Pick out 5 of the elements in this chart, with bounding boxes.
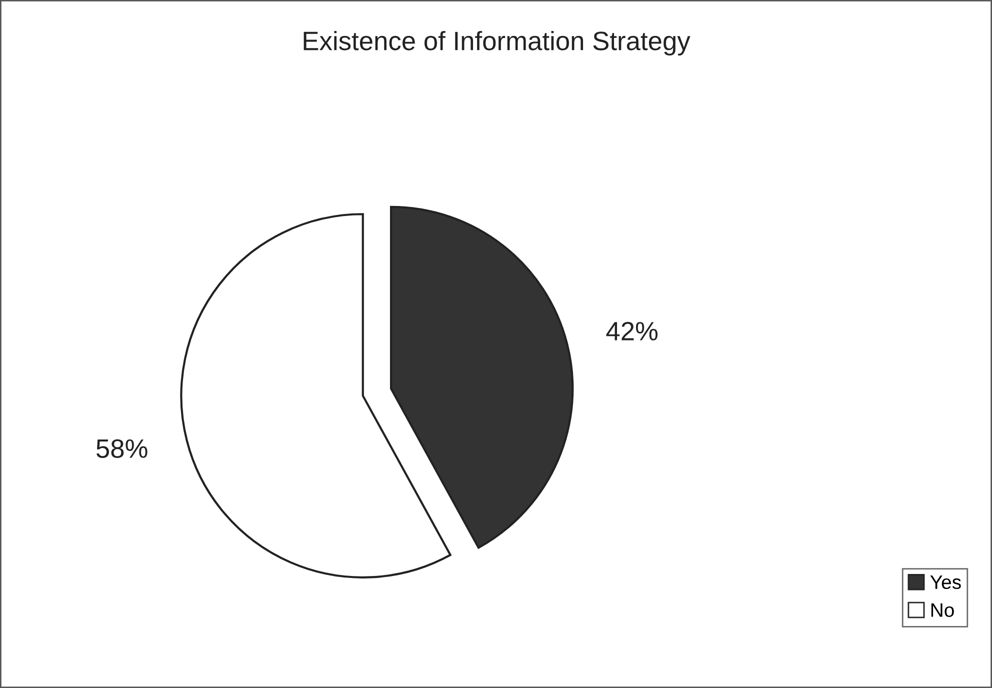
legend-label: No (931, 603, 954, 617)
data-label: 42% (606, 322, 658, 340)
legend-label: Yes (930, 575, 961, 590)
data-label: 58% (96, 439, 148, 458)
chart-title: Existence of Information Strategy (304, 30, 690, 56)
